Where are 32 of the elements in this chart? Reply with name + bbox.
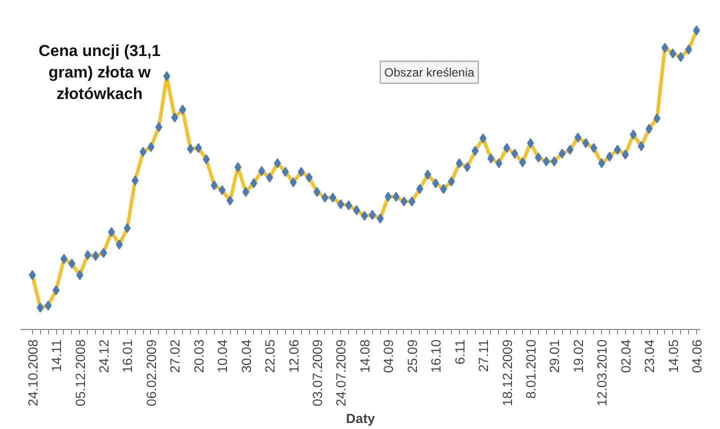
x-tick-label: 14.05 — [666, 339, 681, 373]
x-tick-label: 24.07.2009 — [334, 339, 349, 406]
x-tick-label: 6.11 — [452, 340, 468, 364]
x-tick-label: 24.10.2008 — [25, 339, 40, 406]
text: Cena uncji (31,1 gram) złota w złotówkach — [38, 42, 161, 103]
x-axis-title: Daty — [346, 411, 376, 426]
x-tick-label: 29.01 — [547, 339, 562, 373]
x-tick-label: 22.05 — [262, 339, 278, 373]
x-tick-label: 27.02 — [168, 339, 183, 373]
annotation: Obszar kreślenia — [384, 65, 475, 80]
x-tick-label: 16.10 — [428, 339, 444, 373]
x-tick-label: 14.08 — [357, 339, 372, 373]
x-tick-label: 8.01.2010 — [524, 339, 538, 399]
x-tick-label: 20.03 — [191, 339, 206, 373]
x-tick-label: 12.03.2010 — [594, 339, 610, 406]
x-tick-label: 25.09 — [404, 339, 420, 373]
x-tick-label: 10.04 — [215, 338, 230, 373]
x-tick-label: 24.12 — [96, 339, 112, 373]
x-tick-label: 04.09 — [381, 339, 396, 373]
x-tick-label: 12.06 — [286, 339, 302, 373]
x-tick-label: 27.11 — [476, 339, 492, 372]
x-tick-label: 06.02.2009 — [144, 339, 159, 406]
x-tick-label: 30.04 — [238, 338, 254, 373]
x-tick-label: 16.01 — [120, 339, 136, 373]
x-tick-label: 14.11 — [49, 339, 64, 372]
x-tick-label: 03.07.2009 — [310, 339, 326, 406]
x-tick-label: 18.12.2009 — [500, 339, 515, 406]
x-tick-label: 04.06 — [690, 339, 705, 373]
x-tick-label: 05.12.2008 — [72, 339, 88, 406]
x-tick-label: 19.02 — [570, 339, 586, 373]
x-tick-label: 02.04 — [618, 338, 634, 373]
x-tick-label: 23.04 — [642, 338, 658, 373]
